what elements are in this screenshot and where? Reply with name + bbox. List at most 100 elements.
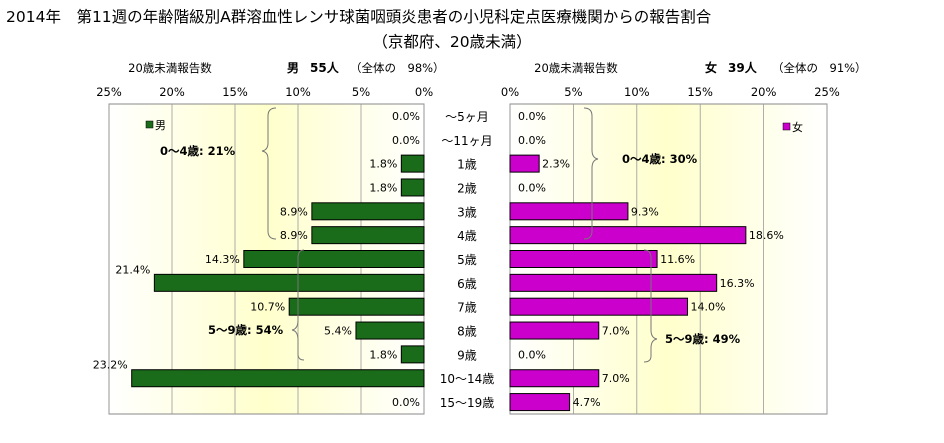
female-tick-label: 25% xyxy=(814,85,840,99)
female-value-label: 7.0% xyxy=(602,372,630,385)
category-label: 3歳 xyxy=(457,205,477,219)
female-bracket-0-4 xyxy=(583,107,599,240)
male-value-label: 21.4% xyxy=(115,263,150,276)
female-tick-label: 5% xyxy=(564,85,582,99)
male-bars xyxy=(131,154,425,388)
female-tick-label: 10% xyxy=(624,85,650,99)
category-label: 4歳 xyxy=(457,229,477,243)
category-label: 15～19歳 xyxy=(440,396,495,410)
female-value-labels: 0.0% 0.0% 2.3% 0.0% 9.3% 18.6% 11.6% 16.3% 14.0%… xyxy=(518,110,784,409)
male-bar xyxy=(355,321,425,340)
male-header-share: （全体の 98%） xyxy=(350,61,445,75)
male-legend-swatch xyxy=(145,120,154,129)
female-value-label: 9.3% xyxy=(631,205,659,218)
male-value-label: 8.9% xyxy=(280,205,308,218)
male-bar xyxy=(400,345,425,364)
category-label: 6歳 xyxy=(457,277,477,291)
male-value-label: 0.0% xyxy=(392,134,420,147)
female-value-label: 0.0% xyxy=(518,110,546,123)
male-bar xyxy=(311,202,425,221)
male-annotation-5-9: 5～9歳: 54% xyxy=(208,323,284,337)
female-bar xyxy=(509,393,571,412)
female-legend-label: 女 xyxy=(792,120,803,134)
male-bar xyxy=(400,154,425,173)
female-value-label: 0.0% xyxy=(518,348,546,361)
male-value-label: 1.8% xyxy=(369,181,397,194)
male-value-label: 1.8% xyxy=(369,158,397,171)
female-bar xyxy=(509,321,600,340)
female-bar xyxy=(509,202,629,221)
female-value-label: 2.3% xyxy=(542,158,570,171)
category-label: 8歳 xyxy=(457,325,477,339)
category-label: ～5ヶ月 xyxy=(445,110,489,124)
female-axis-title: 20歳未満報告数 xyxy=(534,61,618,75)
female-value-label: 18.6% xyxy=(749,229,784,242)
male-bar xyxy=(288,297,425,316)
male-value-label: 5.4% xyxy=(324,325,352,338)
male-tick-label: 25% xyxy=(96,85,122,99)
female-bar xyxy=(509,273,718,292)
female-value-label: 11.6% xyxy=(660,253,695,266)
male-legend-label: 男 xyxy=(155,119,166,132)
category-label: 9歳 xyxy=(457,348,477,362)
female-legend-swatch xyxy=(782,122,791,131)
female-tick-label: 20% xyxy=(751,85,777,99)
male-tick-label: 0% xyxy=(415,85,433,99)
male-value-label: 0.0% xyxy=(392,396,420,409)
female-bar xyxy=(509,297,689,316)
male-header-count: 55人 xyxy=(310,60,340,75)
category-label: 2歳 xyxy=(457,181,477,195)
chart-title: 2014年 第11週の年齢階級別A群溶血性レンサ球菌咽頭炎患者の小児科定点医療機… xyxy=(6,8,712,26)
female-tick-label: 15% xyxy=(687,85,713,99)
female-tick-label: 0% xyxy=(501,85,519,99)
male-value-label: 23.2% xyxy=(93,359,128,372)
male-axis-title: 20歳未満報告数 xyxy=(128,61,212,75)
female-header-sex: 女 xyxy=(705,60,717,75)
female-header-count: 39人 xyxy=(728,60,758,75)
category-label: ～11ヶ月 xyxy=(441,134,492,148)
male-tick-label: 20% xyxy=(159,85,185,99)
male-bracket-0-4 xyxy=(261,107,277,240)
male-tick-label: 15% xyxy=(222,85,248,99)
male-tick-label: 10% xyxy=(285,85,311,99)
female-annotation-0-4: 0～4歳: 30% xyxy=(622,152,698,166)
category-label: 10～14歳 xyxy=(440,372,495,386)
male-bar xyxy=(311,226,425,245)
male-tick-labels: 0% 5% 10% 15% 20% 25% xyxy=(96,85,433,99)
male-tick-label: 5% xyxy=(352,85,370,99)
category-label: 1歳 xyxy=(457,158,477,172)
female-value-label: 4.7% xyxy=(573,396,601,409)
female-bar xyxy=(509,154,540,173)
female-header-share: （全体の 91%） xyxy=(772,61,867,75)
female-annotation-5-9: 5～9歳: 49% xyxy=(665,332,741,346)
female-value-label: 16.3% xyxy=(720,277,755,290)
male-value-label: 8.9% xyxy=(280,229,308,242)
female-value-label: 0.0% xyxy=(518,134,546,147)
female-bar xyxy=(509,369,600,388)
female-value-label: 0.0% xyxy=(518,181,546,194)
female-value-label: 7.0% xyxy=(602,325,630,338)
male-annotation-0-4: 0～4歳: 21% xyxy=(160,144,236,158)
male-header-sex: 男 xyxy=(287,61,299,75)
male-bracket-5-9 xyxy=(291,249,305,361)
female-bracket-5-9 xyxy=(643,249,658,363)
category-label: 7歳 xyxy=(457,301,477,315)
male-value-labels: 0.0% 0.0% 1.8% 1.8% 8.9% 8.9% 14.3% 21.4% 10.7% 5… xyxy=(93,110,420,409)
male-bar xyxy=(131,369,425,388)
male-bar xyxy=(243,250,425,268)
female-bar xyxy=(509,250,658,268)
female-value-label: 14.0% xyxy=(691,301,726,314)
category-label: 5歳 xyxy=(457,253,477,267)
male-value-label: 14.3% xyxy=(205,253,240,266)
male-bar xyxy=(153,273,425,292)
male-value-label: 10.7% xyxy=(250,301,285,314)
female-bar xyxy=(509,226,747,245)
category-labels: ～5ヶ月 ～11ヶ月 1歳 2歳 3歳 4歳 5歳 6歳 7歳 8歳 9歳 10～14歳 15～19歳 xyxy=(440,110,495,410)
female-bars xyxy=(509,154,747,412)
chart-subtitle: （京都府、20歳未満） xyxy=(372,33,531,51)
male-value-label: 0.0% xyxy=(392,110,420,123)
male-bar xyxy=(400,178,425,197)
female-tick-labels: 0% 5% 10% 15% 20% 25% xyxy=(501,85,840,99)
male-value-label: 1.8% xyxy=(369,348,397,361)
